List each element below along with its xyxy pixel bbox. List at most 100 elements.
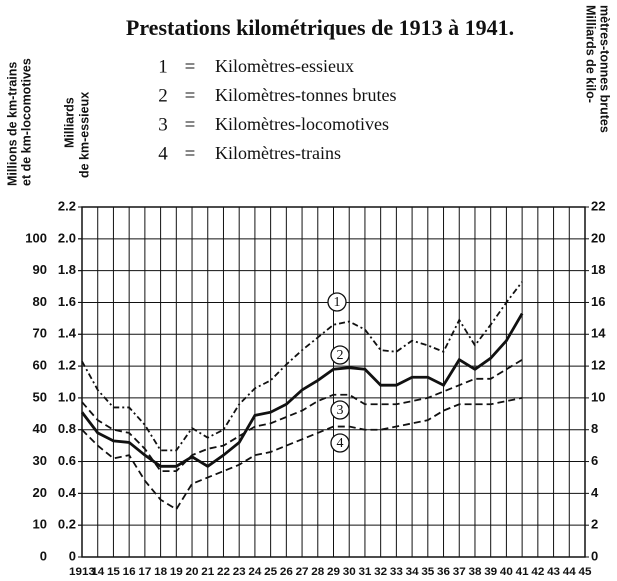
series-label: 2 xyxy=(337,348,344,363)
x-tick-label: 42 xyxy=(531,566,544,578)
y-tick-label: 1.2 xyxy=(58,358,76,373)
x-tick-label: 26 xyxy=(280,566,293,578)
x-tick-label: 29 xyxy=(327,566,340,578)
series-line xyxy=(81,281,523,452)
legend-key: 4 xyxy=(158,143,168,164)
x-tick-label: 28 xyxy=(311,566,324,578)
y-tick-label: 1.6 xyxy=(58,294,76,309)
series-marker-circle xyxy=(330,400,350,420)
y2-tick-label: 18 xyxy=(591,262,605,277)
y3-tick-label: 10 xyxy=(33,517,47,532)
legend-key: 1 xyxy=(158,56,168,77)
y-tick-label: 1.4 xyxy=(58,326,77,341)
x-tick-label: 14 xyxy=(91,566,105,578)
series-marker-circle xyxy=(330,433,350,453)
y-tick-label: 0.2 xyxy=(58,517,76,532)
x-tick-label: 43 xyxy=(547,566,560,578)
series-label: 3 xyxy=(337,403,344,418)
x-tick-label: 34 xyxy=(406,566,420,578)
chart-title: Prestations kilométriques de 1913 à 1941… xyxy=(126,15,514,40)
y3-tick-label: 100 xyxy=(25,230,47,245)
legend-label: Kilomètres-essieux xyxy=(215,56,354,76)
x-tick-label: 18 xyxy=(154,566,167,578)
y3-tick-label: 0 xyxy=(40,548,47,563)
x-tick-label: 40 xyxy=(500,566,513,578)
x-tick-label: 41 xyxy=(516,566,529,578)
x-tick-label: 44 xyxy=(563,566,577,578)
series-marker-circle xyxy=(327,292,347,312)
y2-tick-label: 2 xyxy=(591,517,598,532)
y3-tick-label: 60 xyxy=(33,358,47,373)
x-tick-label: 35 xyxy=(421,566,434,578)
legend-separator: = xyxy=(185,114,196,135)
y2-tick-label: 6 xyxy=(591,453,598,468)
axis-title: mètres-tonnes brutes xyxy=(598,5,612,133)
x-tick-label: 23 xyxy=(233,566,246,578)
y-tick-label: 0.6 xyxy=(58,453,76,468)
y-tick-label: 0.8 xyxy=(58,421,76,436)
legend-label: Kilomètres-trains xyxy=(215,143,341,163)
x-tick-label: 24 xyxy=(248,566,262,578)
x-tick-label: 32 xyxy=(374,566,387,578)
series-line xyxy=(80,312,524,468)
axis-title: Milliards xyxy=(62,97,76,148)
series-line xyxy=(81,358,523,472)
x-tick-label: 16 xyxy=(123,566,136,578)
legend-separator: = xyxy=(185,143,196,164)
y2-tick-label: 16 xyxy=(591,294,605,309)
y3-tick-label: 70 xyxy=(33,326,47,341)
series-marker-circle xyxy=(330,345,350,365)
y3-tick-label: 40 xyxy=(33,421,47,436)
x-tick-label: 39 xyxy=(484,566,497,578)
x-tick-label: 33 xyxy=(390,566,403,578)
y-tick-label: 2.2 xyxy=(58,198,76,213)
series-label: 4 xyxy=(337,436,344,451)
y-tick-label: 1.0 xyxy=(58,389,76,404)
x-tick-label: 38 xyxy=(468,566,481,578)
x-tick-label: 19 xyxy=(170,566,183,578)
y3-tick-label: 80 xyxy=(33,294,47,309)
series-line xyxy=(81,397,523,511)
x-tick-label: 45 xyxy=(579,566,592,578)
x-tick-label: 21 xyxy=(201,566,214,578)
axis-title: Millions de km-trains xyxy=(5,62,19,186)
x-tick-label: 30 xyxy=(343,566,356,578)
x-tick-label: 25 xyxy=(264,566,277,578)
y2-tick-label: 8 xyxy=(591,421,598,436)
y2-tick-label: 14 xyxy=(591,326,606,341)
axis-title: Milliards de kilo- xyxy=(584,5,598,103)
y2-tick-label: 0 xyxy=(591,548,598,563)
y3-tick-label: 90 xyxy=(33,262,47,277)
y-tick-label: 1.8 xyxy=(58,262,76,277)
series-label: 1 xyxy=(334,295,341,310)
x-tick-label: 37 xyxy=(453,566,466,578)
legend-separator: = xyxy=(185,85,196,106)
x-tick-label: 31 xyxy=(358,566,371,578)
x-tick-label: 15 xyxy=(107,566,120,578)
x-tick-label: 27 xyxy=(296,566,309,578)
legend-label: Kilomètres-locomotives xyxy=(215,114,389,134)
y-tick-label: 2.0 xyxy=(58,230,76,245)
x-tick-label: 22 xyxy=(217,566,230,578)
y-tick-label: 0 xyxy=(69,548,76,563)
x-tick-label: 17 xyxy=(138,566,151,578)
legend-label: Kilomètres-tonnes brutes xyxy=(215,85,396,105)
y3-tick-label: 30 xyxy=(33,453,47,468)
y3-tick-label: 50 xyxy=(33,389,47,404)
y2-tick-label: 12 xyxy=(591,358,605,373)
y3-tick-label: 20 xyxy=(33,485,47,500)
y2-tick-label: 10 xyxy=(591,389,605,404)
x-tick-label: 1913 xyxy=(69,566,95,578)
y2-tick-label: 22 xyxy=(591,198,605,213)
x-tick-label: 20 xyxy=(186,566,199,578)
axis-title: de km-essieux xyxy=(77,92,91,178)
y2-tick-label: 20 xyxy=(591,230,605,245)
y2-tick-label: 4 xyxy=(591,485,599,500)
legend-key: 3 xyxy=(158,114,168,135)
legend-key: 2 xyxy=(158,85,168,106)
legend-separator: = xyxy=(185,56,196,77)
axis-title: et de km-locomotives xyxy=(19,58,33,186)
x-tick-label: 36 xyxy=(437,566,450,578)
y-tick-label: 0.4 xyxy=(58,485,77,500)
